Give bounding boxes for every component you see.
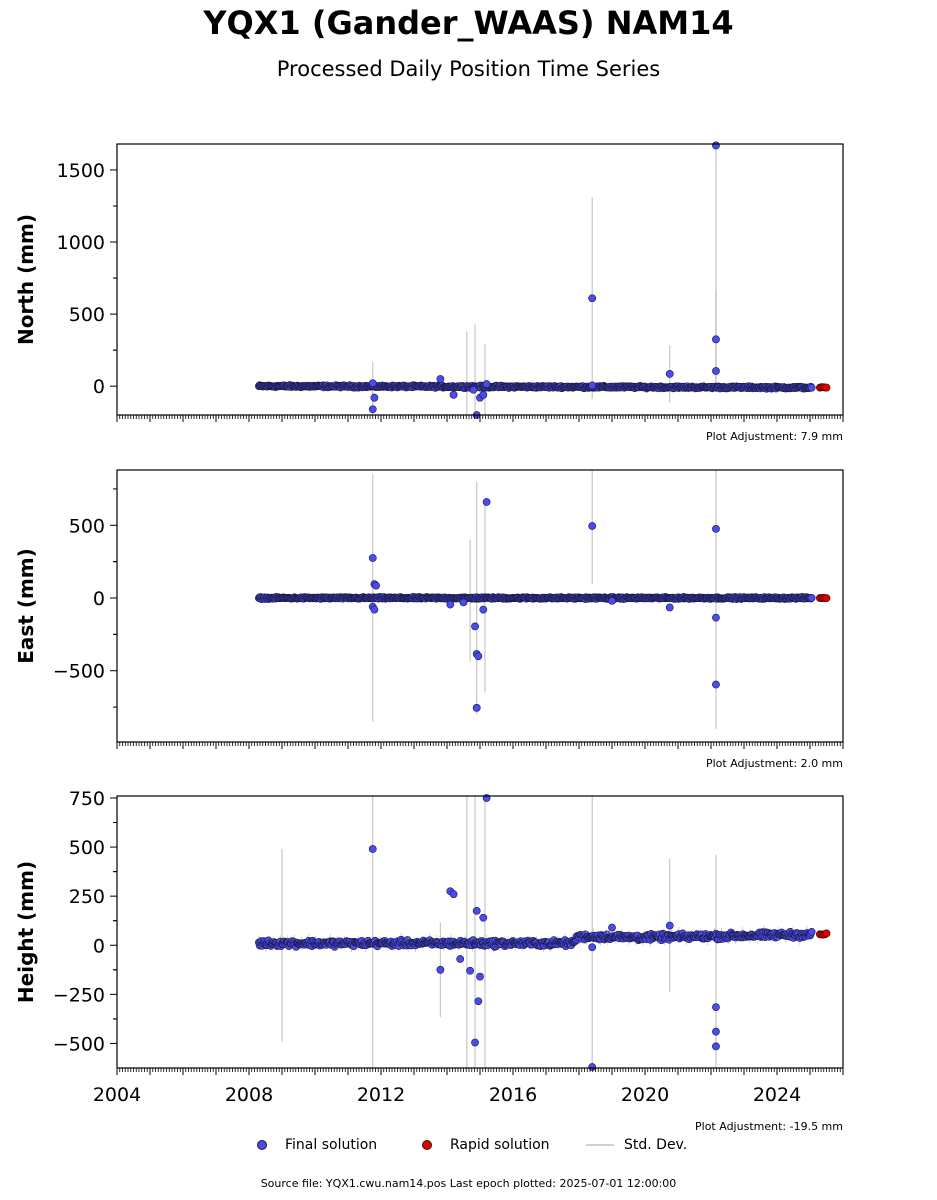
final-solution-point [712,525,720,533]
legend-rapid: Rapid solution [422,1137,550,1153]
final-marker-icon [257,1140,267,1150]
final-solution-point [479,390,488,399]
final-solution-point [712,680,720,689]
y-tick-label: 250 [69,886,105,908]
y-tick-label: 1000 [57,232,105,254]
rapid-solution-point [822,929,831,938]
final-solution-point [665,921,674,930]
y-axis-label: Height (mm) [14,861,38,1003]
x-tick-label: 2012 [357,1084,405,1106]
final-solution-point [449,390,458,399]
legend-std: Std. Dev. [586,1137,687,1153]
final-solution-point [588,522,597,530]
y-axis-label: East (mm) [14,548,38,664]
final-solution-point [456,955,465,963]
final-solution-point [608,923,616,932]
final-solution-point [712,335,720,344]
final-solution-point [368,554,377,562]
plot-adjustment-label: Plot Adjustment: 7.9 mm [706,430,843,443]
final-solution-point [436,375,445,383]
y-tick-label: 0 [93,935,105,957]
final-solution-point [712,141,720,150]
final-solution-point [436,965,445,974]
y-tick-label: −500 [53,661,105,683]
y-tick-label: 750 [69,788,105,810]
final-solution-point [807,927,816,936]
legend-final-label: Final solution [285,1137,378,1153]
x-tick-label: 2020 [621,1084,669,1106]
plot-adjustment-label: Plot Adjustment: -19.5 mm [695,1120,843,1133]
final-solution-point [479,913,488,922]
chart-title: YQX1 (Gander_WAAS) NAM14 [203,4,734,42]
x-tick-label: 2004 [93,1084,141,1106]
final-solution-point [476,972,484,981]
y-tick-label: 500 [69,515,105,537]
final-solution-point [482,498,491,506]
source-footer: Source file: YQX1.cwu.nam14.pos Last epo… [260,1177,677,1190]
final-solution-point [588,943,597,952]
legend-std-label: Std. Dev. [624,1137,688,1153]
final-solution-point [472,906,481,915]
rapid-solution-point [822,383,831,392]
final-solution-point [712,613,720,622]
final-solution-point [665,370,674,378]
final-solution-point [479,605,488,614]
final-solution-point [807,593,816,602]
final-solution-point [712,1042,720,1051]
chart-subtitle: Processed Daily Position Time Series [276,57,661,81]
final-solution-point [712,1003,720,1012]
final-solution-point [712,367,720,375]
y-tick-label: −250 [53,984,105,1006]
final-solution-point [370,393,379,402]
x-tick-label: 2024 [753,1084,801,1106]
plot-frame [116,143,844,416]
std-line-icon [586,1144,614,1146]
final-solution-point [588,381,597,390]
final-solution-point [712,1027,720,1036]
final-solution-point [466,966,474,975]
final-solution-point [459,598,468,607]
x-tick-label: 2016 [489,1084,537,1106]
final-solution-point [588,294,597,303]
y-tick-label: −500 [53,1033,105,1055]
final-solution-point [665,603,674,612]
y-tick-label: 1500 [57,160,105,182]
final-solution-point [608,597,616,605]
final-solution-point [469,385,478,394]
final-solution-point [471,1038,479,1047]
legend: Final solution Rapid solution Std. Dev. [0,1137,937,1157]
y-axis-label: North (mm) [14,214,38,345]
plot-frame [116,469,844,743]
final-solution-point [449,890,458,899]
y-tick-label: 0 [93,588,105,610]
final-solution-point [372,581,380,590]
final-solution-point [368,379,377,388]
final-solution-point [368,405,377,414]
final-solution-point [807,383,816,392]
x-tick-label: 2008 [225,1084,273,1106]
final-solution-point [472,703,481,712]
final-solution-point [446,600,455,609]
final-solution-point [368,845,377,853]
y-tick-label: 500 [69,304,105,326]
plot-adjustment-label: Plot Adjustment: 2.0 mm [706,757,843,770]
legend-rapid-label: Rapid solution [450,1137,550,1153]
rapid-marker-icon [422,1140,432,1150]
final-solution-point [370,605,379,614]
final-solution-point [474,652,483,661]
y-tick-label: 500 [69,837,105,859]
final-solution-point [474,997,483,1006]
legend-final: Final solution [257,1137,377,1153]
final-solution-point [482,380,491,388]
final-solution-point [471,622,479,631]
rapid-solution-point [822,594,831,603]
y-tick-label: 0 [93,376,105,398]
